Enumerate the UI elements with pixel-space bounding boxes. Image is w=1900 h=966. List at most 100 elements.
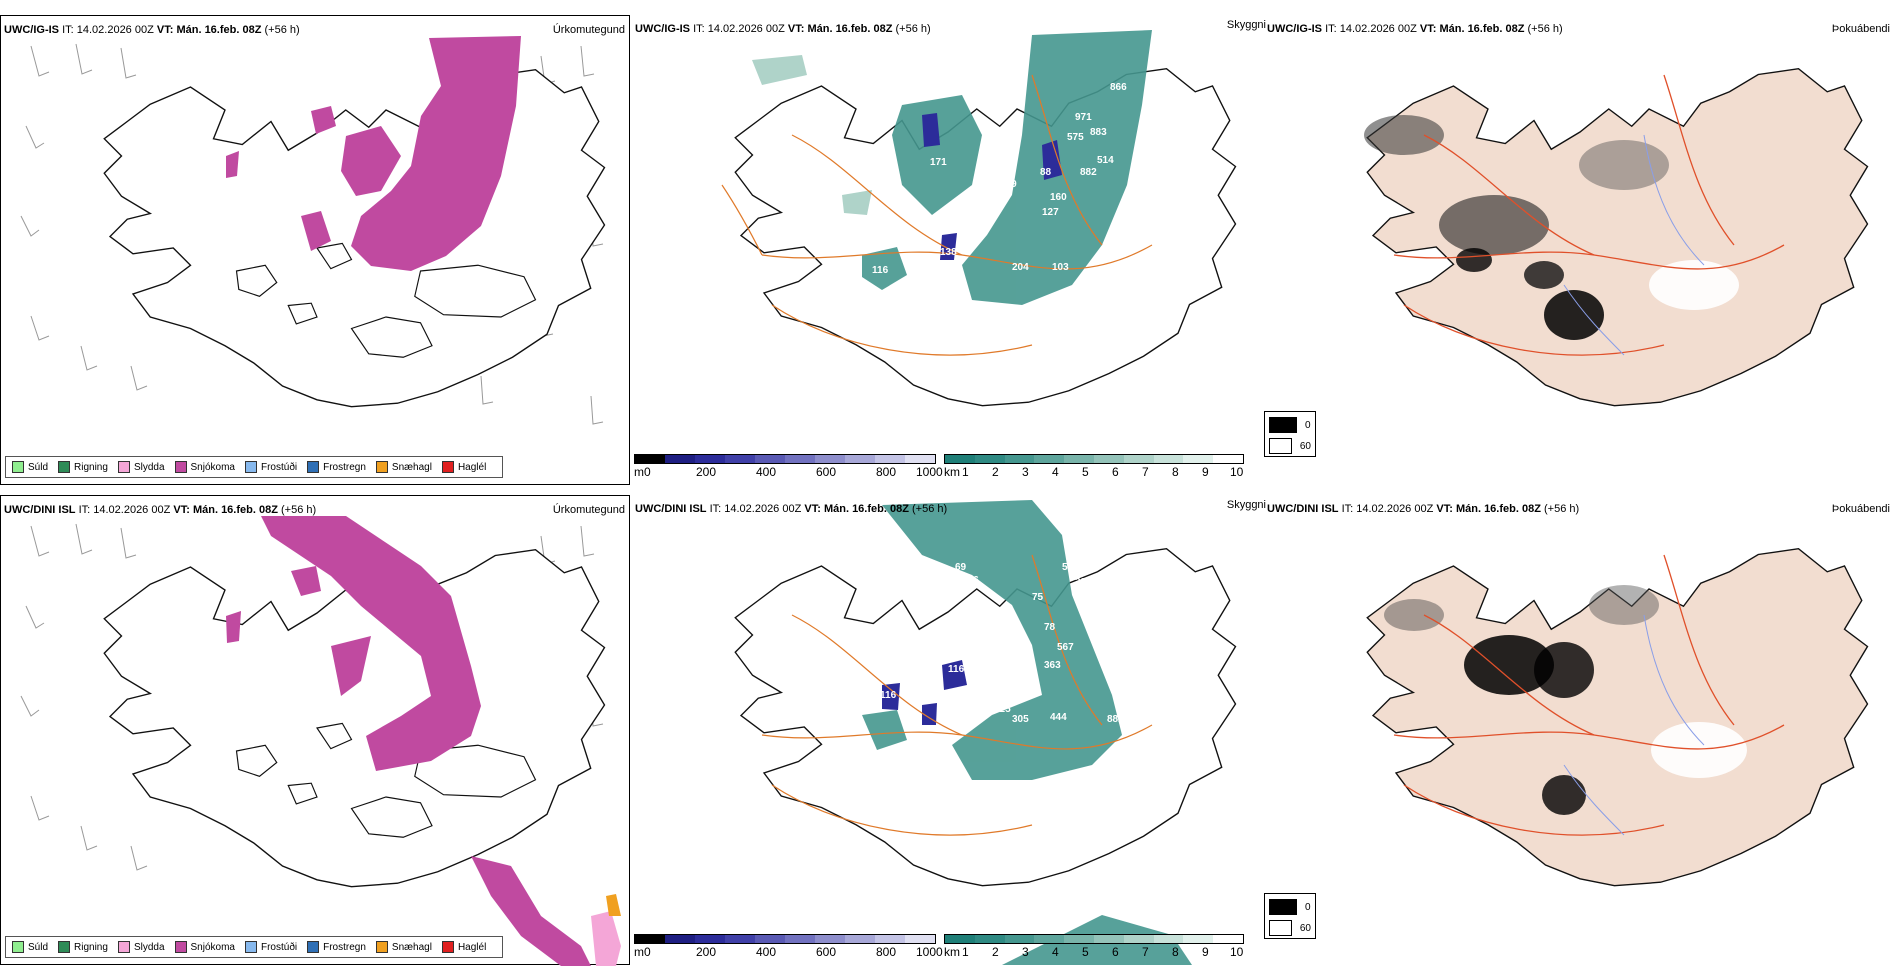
it-value: 14.02.2026 00Z [1339,23,1417,35]
visibility-panel-2: 69 500 387 474 27 376 75 526 78 963 567 … [632,495,1266,965]
visibility-tick: 4 [1052,465,1059,479]
colorbar-swatch [974,455,1005,463]
cloud-legend-swatch-black [1269,417,1297,433]
legend-swatch [117,461,130,473]
colorbar-swatch [1034,455,1065,463]
visibility-unit-1: km [944,465,960,479]
ceiling-ticks-1: 0 200 400 600 800 1000 [644,464,944,479]
ceiling-tick: 600 [816,465,837,479]
colorbar-swatch [785,935,815,943]
model-name: UWC/IG-IS [635,23,690,35]
legend-label: Súld [28,941,49,953]
ceiling-colorbar-swatches [634,934,936,944]
cloud-legend-row-high: 60 [1269,920,1311,936]
colorbar-swatch [1183,455,1214,463]
precip-panel-1: UWC/IG-IS IT: 14.02.2026 00Z VT: Mán. 16… [0,15,630,485]
cloud-map-2[interactable] [1264,495,1894,965]
vt-label: VT: [1436,503,1453,515]
precip-map-1[interactable] [1,16,631,486]
vis-label: 27 [939,575,951,586]
legend-label: Haglél [457,461,487,473]
visibility-tick: 5 [1082,465,1089,479]
colorbar-swatch [755,935,785,943]
legend-label: Slydda [133,941,165,953]
visibility-tick: 3 [1022,465,1029,479]
legend-swatch [307,941,320,953]
cloud-legend-swatch-white [1269,438,1292,454]
cloud-panel-1: UWC/IG-IS IT: 14.02.2026 00Z VT: Mán. 16… [1264,15,1894,485]
ceiling-tick: 1000 [916,465,943,479]
cloud-legend-2: 0 60 [1264,893,1316,939]
vis-label: 474 [1095,579,1112,590]
panel-title-precip-1: Úrkomutegund [552,24,625,36]
visibility-header-1: UWC/IG-IS IT: 14.02.2026 00Z VT: Mán. 16… [635,23,931,35]
legend-swatch [375,941,388,953]
legend-label: Súld [28,461,49,473]
visibility-map-1[interactable]: 866 971 883 575 514 882 171 300 88 339 1… [632,15,1262,485]
legend-label: Snæhagl [391,461,432,473]
precip-header-2: UWC/DINI ISL IT: 14.02.2026 00Z VT: Mán.… [4,504,316,516]
cloud-legend-label: 60 [1299,922,1311,934]
cloud-map-1[interactable] [1264,15,1894,485]
visibility-tick: 9 [1202,465,1209,479]
vis-label: 575 [1067,132,1084,143]
visibility-tick: 4 [1052,945,1059,959]
colorbar-swatch [845,455,875,463]
vis-label: 500 [1062,562,1079,573]
cloud-legend-row-high: 60 [1269,438,1311,454]
legend-item-frostudi: Frostúði [244,941,297,953]
legend-item-rigning: Rigning [58,941,108,953]
ceiling-tick: 400 [756,945,777,959]
cloud-legend-label: 0 [1305,901,1311,913]
vis-label: 116 [872,265,889,276]
legend-item-frostudi: Frostúði [244,461,297,473]
precip-legend-1: Súld Rigning Slydda Snjókoma Frostúði Fr… [5,456,504,478]
it-value: 14.02.2026 00Z [76,24,154,36]
ceiling-unit-1: m [634,465,644,479]
colorbar-swatch [875,935,905,943]
visibility-tick: 7 [1142,465,1149,479]
model-name: UWC/IG-IS [4,24,59,36]
colorbar-swatch [1093,935,1124,943]
colorbar-swatch [725,455,755,463]
colorbar-swatch [695,455,725,463]
ceiling-colorbar-swatches [634,454,936,464]
colorbar-swatch [1004,935,1035,943]
vis-label: 526 [1085,607,1102,618]
vt-label: VT: [1419,23,1437,35]
visibility-tick: 3 [1022,945,1029,959]
visibility-colorbar-swatches [944,454,1244,464]
legend-swatch [12,461,24,473]
colorbar-swatch [785,455,815,463]
vis-label: 160 [1050,192,1067,203]
vis-label: 103 [1052,262,1069,273]
visibility-map-2[interactable]: 69 500 387 474 27 376 75 526 78 963 567 … [632,495,1262,965]
panel-title-precip-2: Úrkomutegund [552,504,625,516]
vis-label: 567 [1057,642,1074,653]
precip-map-2[interactable] [1,496,631,966]
legend-item-snaehagl: Snæhagl [375,461,432,473]
vis-label: 204 [1012,262,1029,273]
ceiling-tick: 800 [876,465,897,479]
vis-label: 116 [948,664,965,675]
lead-time: (+56 h) [1544,503,1580,515]
colorbar-swatch [755,455,785,463]
colorbar-swatch [1213,455,1243,463]
vis-label: 882 [1107,714,1124,725]
cloud-shading-2 [1384,585,1747,815]
visibility-colorbar-2 [944,934,1244,944]
vis-label: 127 [1042,207,1059,218]
lead-time: (+56 h) [281,504,317,516]
ceiling-tick: 400 [756,465,777,479]
mixed-precip-area-2 [591,894,621,966]
lead-time: (+56 h) [895,23,931,35]
lead-time: (+56 h) [912,503,948,515]
vis-label: 49 [842,177,854,188]
ceiling-unit-2: m [634,945,644,959]
ceiling-colorbar-2 [634,934,936,944]
colorbar-swatch [945,455,975,463]
legend-item-snjokoma: Snjókoma [174,461,235,473]
legend-swatch [117,941,130,953]
it-label: IT: [78,504,91,516]
colorbar-swatch [1123,935,1154,943]
